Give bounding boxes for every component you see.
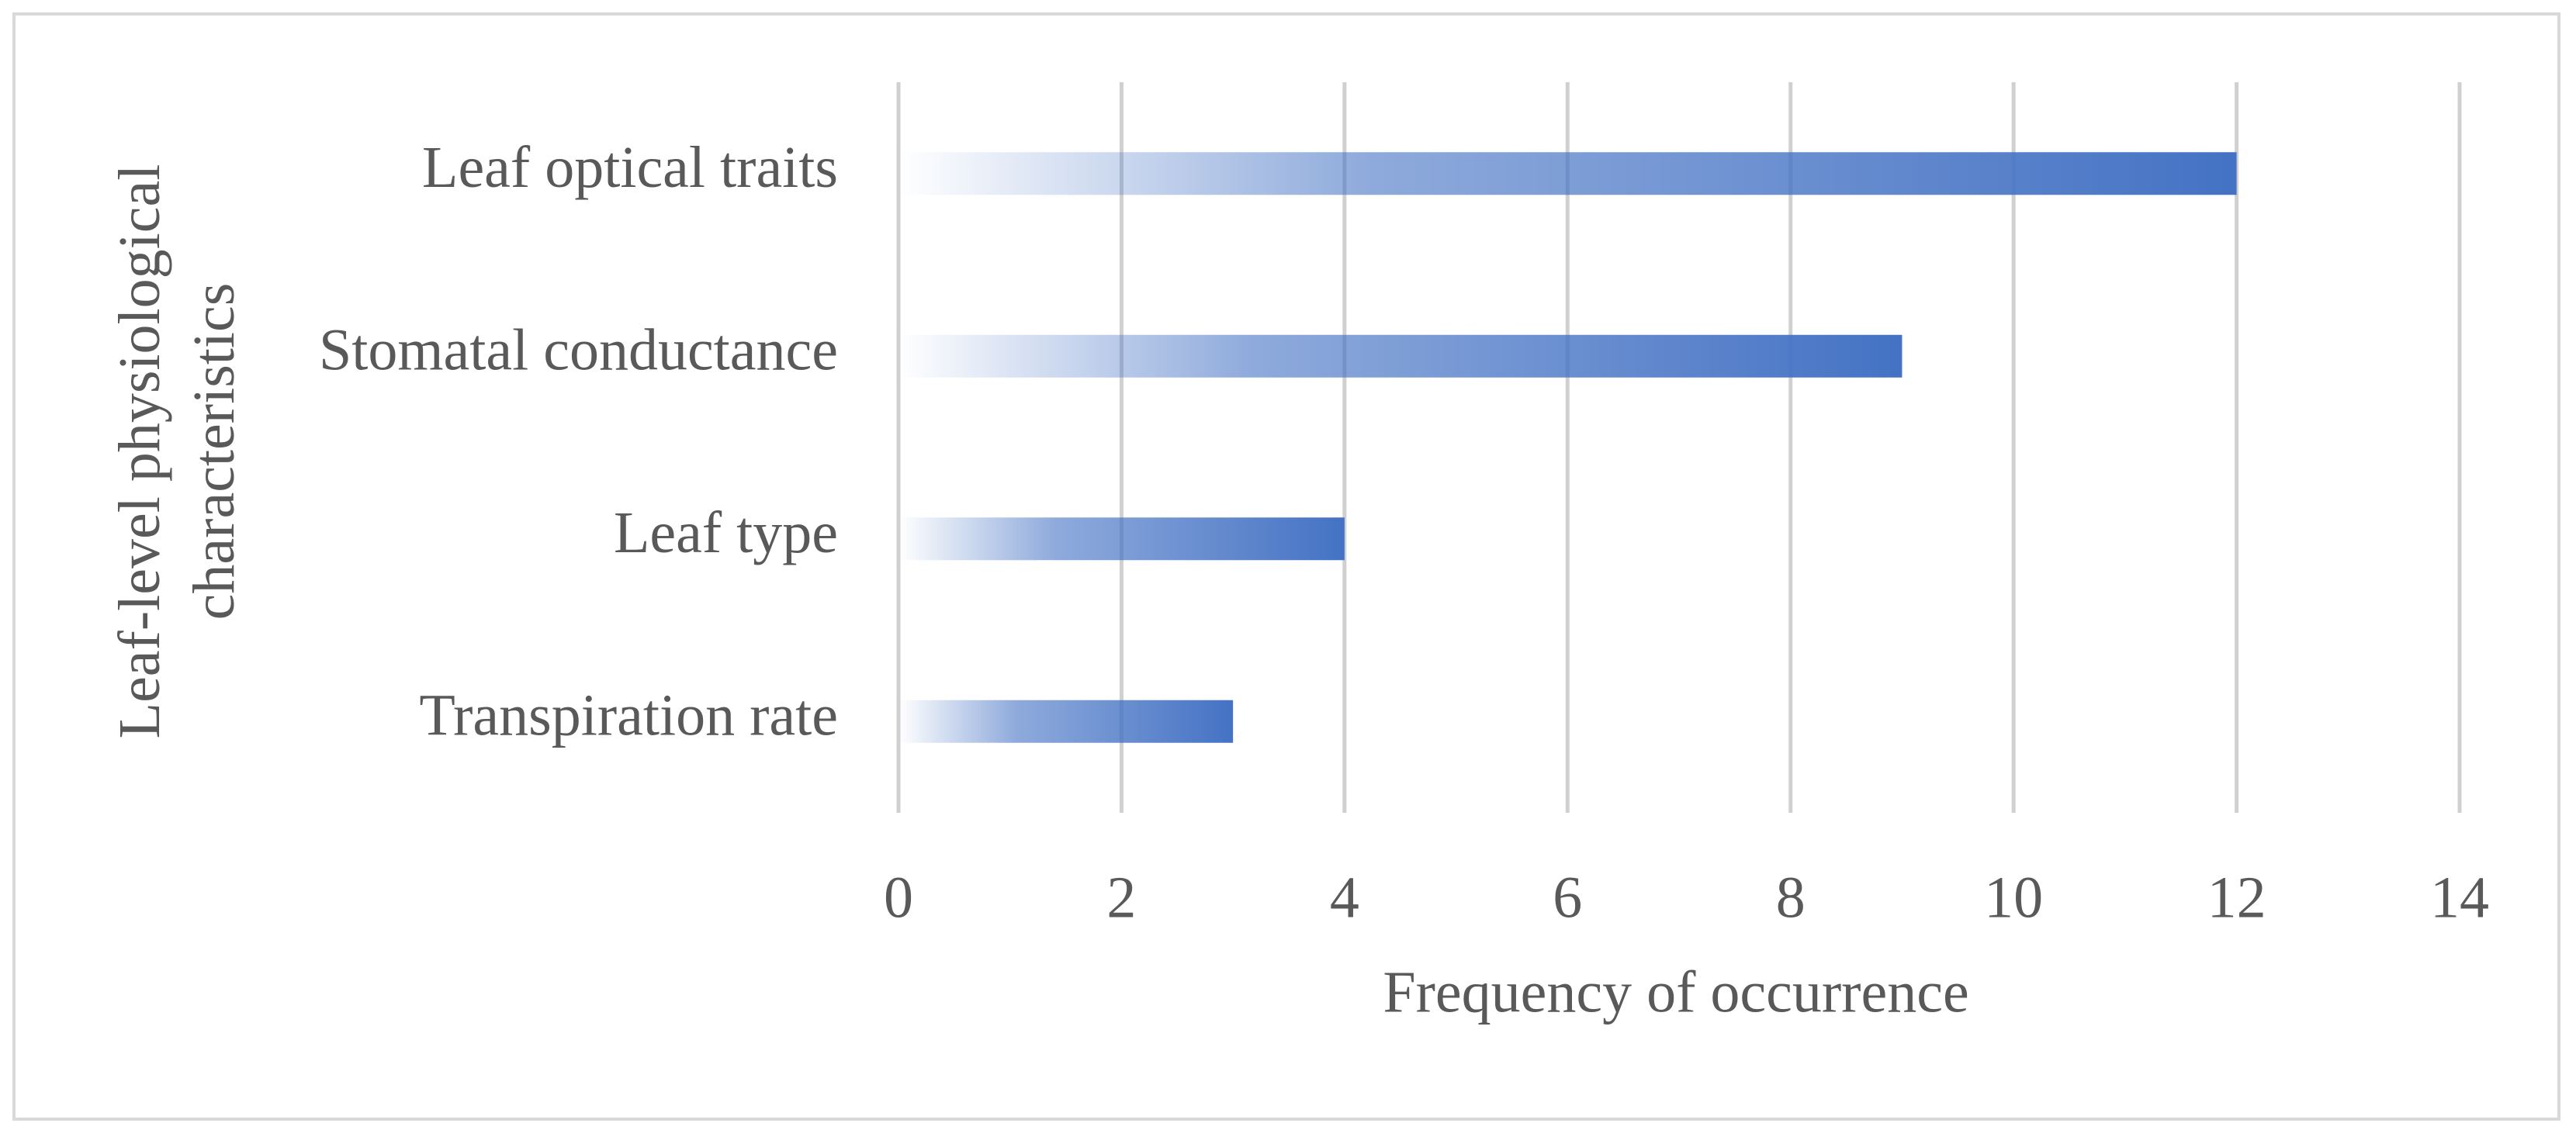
y-tick-label: Leaf optical traits [422, 135, 838, 200]
bar [898, 334, 1903, 378]
x-tick-label: 14 [2430, 865, 2489, 930]
y-axis-title: Leaf-level physiological characteristics [107, 164, 247, 739]
bar [898, 517, 1345, 561]
bar [898, 152, 2237, 195]
x-tick-label: 6 [1553, 865, 1582, 930]
bar [898, 700, 1234, 743]
x-tick-label: 10 [1984, 865, 2043, 930]
x-tick-label: 0 [884, 865, 913, 930]
chart-frame [12, 12, 2560, 1121]
y-tick-label: Leaf type [614, 500, 838, 565]
x-axis-title: Frequency of occurrence [1383, 959, 1968, 1025]
x-tick-label: 4 [1330, 865, 1359, 930]
x-tick-label: 8 [1776, 865, 1806, 930]
y-tick-label: Stomatal conductance [319, 318, 838, 383]
y-tick-label: Transpiration rate [419, 683, 838, 748]
x-tick-label: 2 [1106, 865, 1136, 930]
x-tick-label: 12 [2207, 865, 2266, 930]
